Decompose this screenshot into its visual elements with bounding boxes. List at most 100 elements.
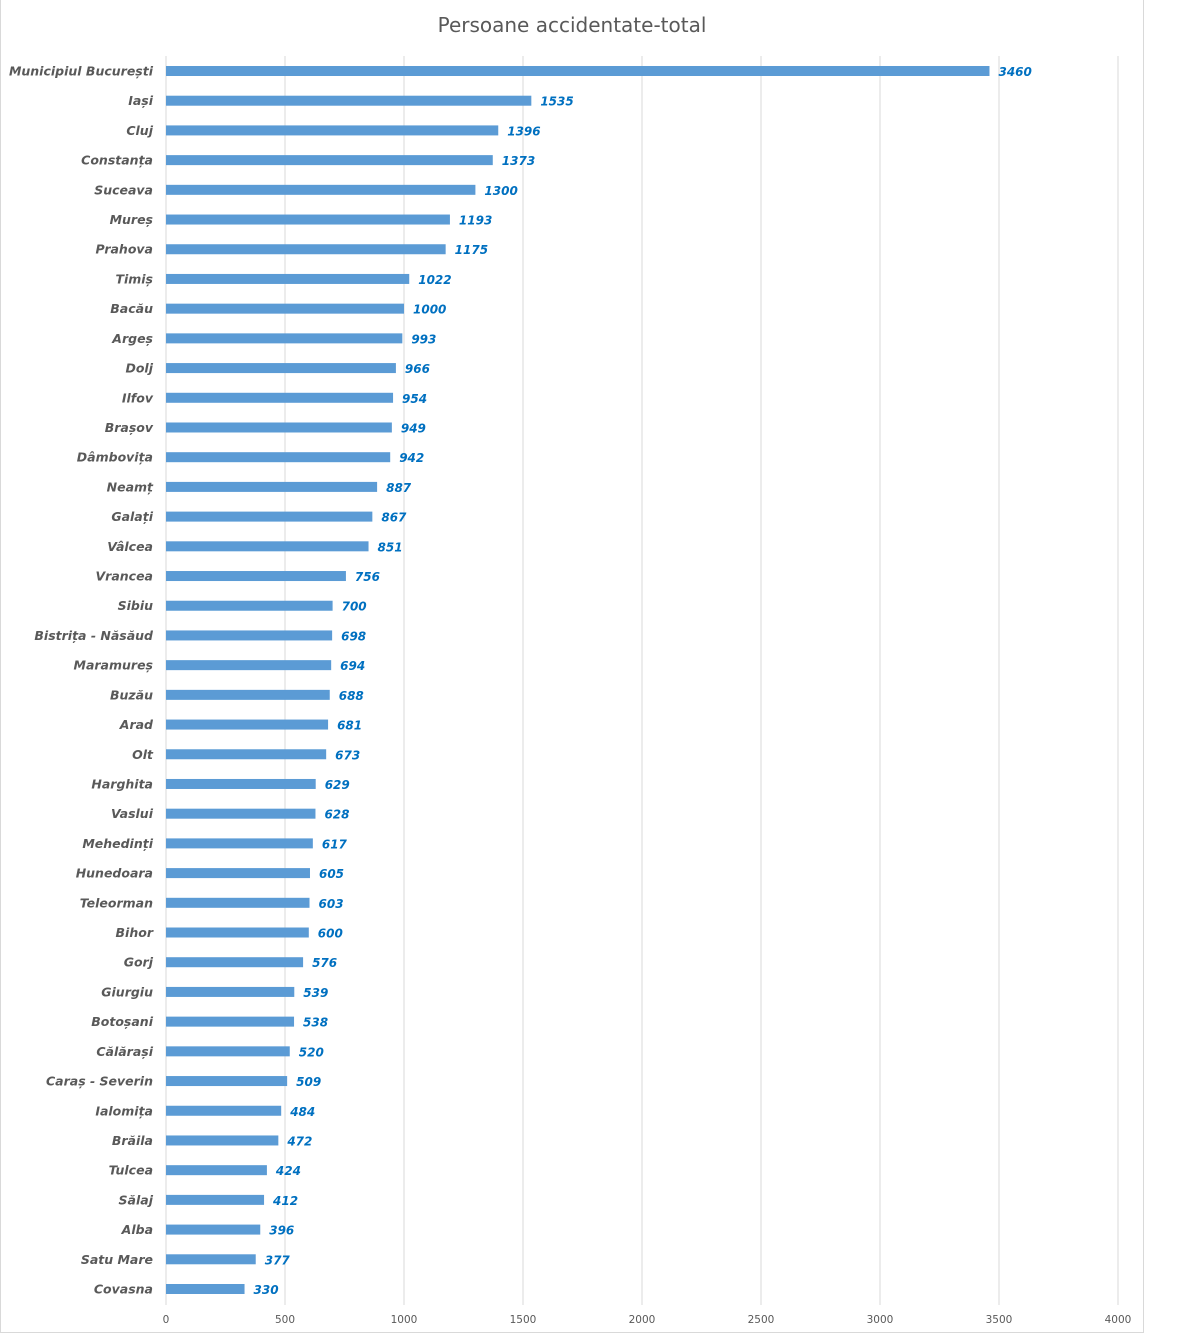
chart-title: Persoane accidentate-total [437,13,707,37]
bar [166,184,476,195]
bar [166,630,333,641]
data-label: 851 [378,540,403,554]
category-label: Teleorman [80,895,153,910]
bar [166,392,394,403]
data-label: 942 [399,451,424,465]
category-label: Hunedoara [76,866,153,881]
data-label: 520 [299,1045,324,1059]
data-label: 867 [381,511,407,525]
bar [166,927,309,938]
bar [166,660,332,671]
data-label: 887 [386,481,412,495]
category-label: Tulcea [109,1163,153,1178]
category-label: Vaslui [111,806,154,821]
category-label: Vâlcea [107,539,153,554]
category-label: Ialomița [95,1103,153,1118]
bar [166,363,396,374]
bar [166,719,329,730]
bar [166,244,446,255]
bar [166,897,310,908]
data-label: 377 [265,1253,291,1267]
data-label: 1300 [484,184,517,198]
data-label: 694 [340,659,365,673]
category-label: Dâmbovița [77,450,153,465]
bar [166,986,295,997]
category-label: Sălaj [119,1192,154,1207]
data-label: 756 [355,570,380,584]
bar [166,1165,267,1176]
category-label: Mehedinți [82,836,153,851]
data-label: 424 [275,1164,301,1178]
category-label: Harghita [91,776,153,791]
x-tick-label: 1000 [391,1314,418,1326]
bar [166,273,410,284]
category-label: Argeș [111,331,153,346]
data-label: 576 [312,956,337,970]
category-label: Sibiu [118,598,154,613]
category-label: Olt [132,747,154,762]
category-label: Timiș [115,271,153,286]
category-label: Buzău [110,687,153,702]
bar [166,1105,282,1116]
data-label: 688 [339,689,364,703]
bar [166,1224,261,1235]
data-label: 1396 [507,124,540,138]
category-label: Ilfov [122,390,154,405]
data-label: 1535 [540,95,573,109]
data-label: 966 [405,362,430,376]
category-label: Satu Mare [81,1252,153,1267]
data-label: 949 [401,421,426,435]
bar [166,571,346,582]
category-label: Covasna [94,1282,153,1297]
data-label: 472 [286,1134,312,1148]
bar [166,749,327,760]
bar [166,808,316,819]
category-label: Botoșani [91,1014,153,1029]
data-label: 1373 [502,154,535,168]
bar [166,481,378,492]
x-tick-label: 3000 [867,1314,894,1326]
bar [166,303,404,314]
x-tick-label: 4000 [1105,1314,1132,1326]
bar [166,333,403,344]
data-label: 1193 [459,214,492,228]
bar [166,957,304,968]
category-label: Bistrița - Năsăud [34,628,154,643]
x-tick-label: 0 [163,1314,170,1326]
category-label: Bihor [116,925,154,940]
data-label: 1022 [418,273,451,287]
bar [166,778,316,789]
bar [166,1016,295,1027]
category-label: Neamț [107,479,154,494]
data-label: 628 [324,808,349,822]
data-label: 954 [402,392,427,406]
bar [166,125,499,136]
bar [166,689,330,700]
category-label: Iași [128,93,154,108]
bar [166,66,990,76]
data-label: 603 [319,897,344,911]
category-label: Alba [121,1222,153,1237]
data-label: 396 [269,1224,294,1238]
category-label: Călărași [96,1044,153,1059]
data-label: 673 [335,748,360,762]
category-label: Prahova [96,242,153,257]
data-label: 629 [325,778,350,792]
data-label: 412 [272,1194,298,1208]
data-label: 509 [296,1075,321,1089]
bar [166,511,373,522]
category-label: Vrancea [96,569,154,584]
category-label: Constanța [81,153,153,168]
category-label: Galați [111,509,153,524]
bar [166,1254,256,1265]
data-label: 1000 [413,303,446,317]
category-label: Giurgiu [101,984,153,999]
data-label: 617 [322,837,348,851]
category-label: Brăila [112,1133,153,1148]
category-label: Cluj [126,123,153,138]
bar [166,214,450,225]
bar [166,1076,288,1087]
data-label: 993 [411,332,436,346]
bar [166,95,532,106]
